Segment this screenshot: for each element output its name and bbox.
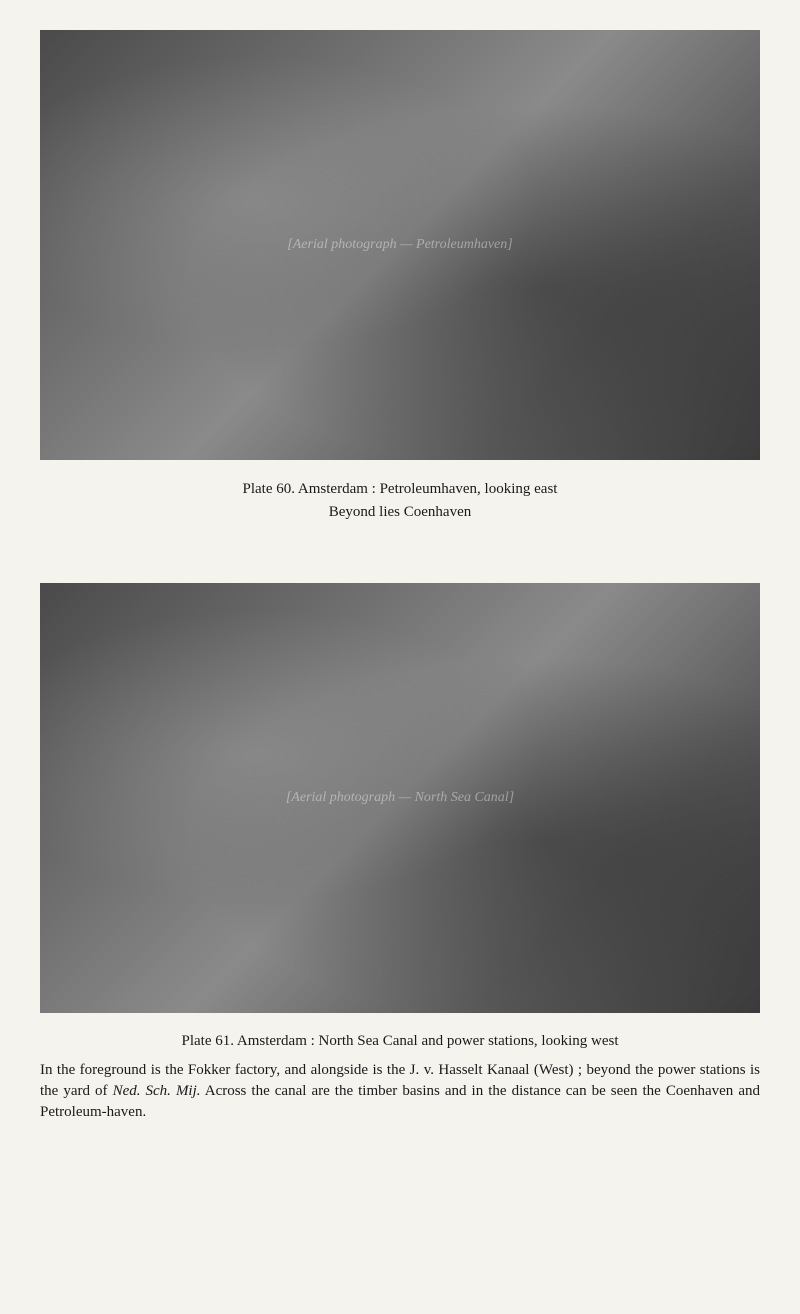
plate-60-caption-line2: Beyond lies Coenhaven xyxy=(40,501,760,524)
plate-61-photo: [Aerial photograph — North Sea Canal] xyxy=(40,583,760,1013)
plate-61-caption-title: Plate 61. Amsterdam : North Sea Canal an… xyxy=(40,1031,760,1052)
caption-body-italic: Ned. Sch. Mij. xyxy=(113,1083,201,1099)
photo-alt-text: [Aerial photograph — North Sea Canal] xyxy=(286,790,514,806)
photo-alt-text: [Aerial photograph — Petroleumhaven] xyxy=(287,237,512,253)
plate-61-caption: Plate 61. Amsterdam : North Sea Canal an… xyxy=(40,1031,760,1123)
plate-60-caption: Plate 60. Amsterdam : Petroleumhaven, lo… xyxy=(40,478,760,523)
plate-60-photo: [Aerial photograph — Petroleumhaven] xyxy=(40,30,760,460)
plate-61-caption-body: In the foreground is the Fokker factory,… xyxy=(40,1060,760,1123)
plate-60-caption-line1: Plate 60. Amsterdam : Petroleumhaven, lo… xyxy=(40,478,760,501)
page-container: [Aerial photograph — Petroleumhaven] Pla… xyxy=(0,0,800,1153)
